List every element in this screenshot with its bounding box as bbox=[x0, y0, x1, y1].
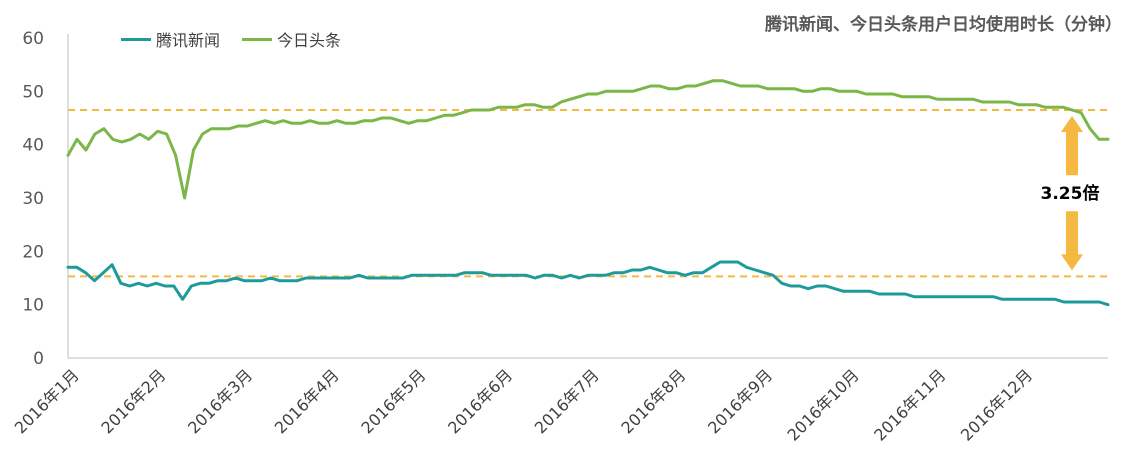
ratio-arrow-up bbox=[1061, 116, 1083, 176]
x-tick-label: 2016年1月 bbox=[11, 365, 83, 437]
y-tick-label: 60 bbox=[22, 29, 44, 49]
legend: 腾讯新闻 今日头条 bbox=[121, 27, 363, 51]
ratio-arrow-down bbox=[1061, 211, 1083, 271]
y-tick-label: 50 bbox=[22, 82, 44, 102]
legend-swatch-toutiao bbox=[242, 37, 273, 41]
legend-label-toutiao: 今日头条 bbox=[277, 31, 342, 50]
ratio-annotation: 3.25倍 bbox=[1041, 183, 1100, 204]
x-tick-label: 2016年9月 bbox=[704, 365, 776, 437]
series-line-tencent bbox=[66, 260, 1110, 307]
x-tick-label: 2016年6月 bbox=[444, 365, 516, 437]
y-tick-label: 40 bbox=[22, 136, 44, 156]
legend-swatch-tencent bbox=[121, 37, 151, 41]
legend-item-toutiao: 今日头条 bbox=[242, 27, 341, 51]
legend-label-tencent: 腾讯新闻 bbox=[156, 31, 221, 50]
x-tick-label: 2016年8月 bbox=[617, 365, 689, 437]
x-tick-label: 2016年4月 bbox=[271, 365, 343, 437]
y-tick-label: 0 bbox=[33, 349, 44, 369]
x-tick-label: 2016年10月 bbox=[784, 365, 863, 444]
y-tick-label: 30 bbox=[22, 189, 44, 209]
x-tick-label: 2016年12月 bbox=[957, 365, 1036, 444]
x-tick-label: 2016年2月 bbox=[97, 365, 169, 437]
y-tick-label: 10 bbox=[22, 296, 44, 316]
x-tick-label: 2016年5月 bbox=[357, 365, 429, 437]
x-tick-label: 2016年3月 bbox=[184, 365, 256, 437]
y-tick-label: 20 bbox=[22, 242, 44, 262]
x-tick-label: 2016年7月 bbox=[531, 365, 603, 437]
chart-title: 腾讯新闻、今日头条用户日均使用时长（分钟） bbox=[765, 15, 1122, 35]
series-line-toutiao bbox=[66, 79, 1110, 200]
legend-item-tencent: 腾讯新闻 bbox=[121, 27, 220, 51]
x-tick-label: 2016年11月 bbox=[870, 365, 949, 444]
